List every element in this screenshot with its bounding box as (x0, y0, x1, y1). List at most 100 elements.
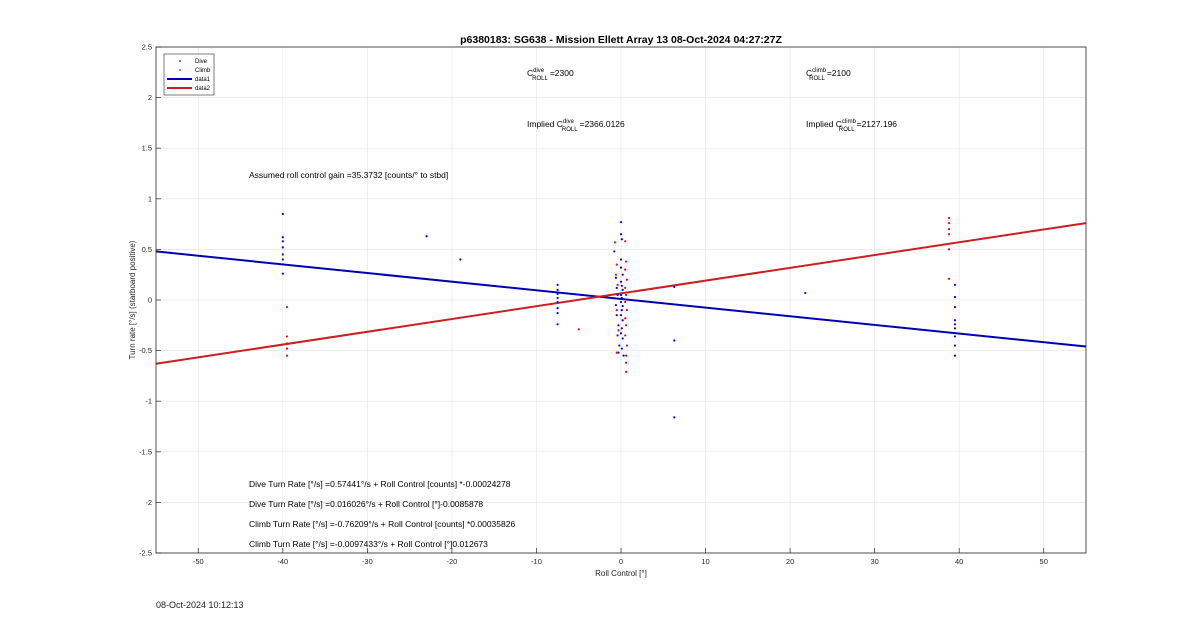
point-dive (281, 212, 284, 216)
x-tick-label: 10 (701, 557, 709, 566)
point-climb (947, 277, 951, 280)
point-dive (619, 332, 623, 335)
y-tick-label: -1 (145, 397, 152, 406)
point-dive (804, 291, 807, 295)
point-dive (556, 288, 559, 291)
point-climb (624, 293, 628, 297)
x-tick-label: 30 (870, 557, 878, 566)
point-climb (285, 347, 289, 350)
y-tick-label: -2.5 (139, 549, 152, 558)
roll-gain-annotation: Assumed roll control gain =35.3732 [coun… (249, 170, 448, 180)
point-climb (947, 216, 951, 220)
implied-c-roll-climb-annotation: Implied Cclimb ROLL=2127.196 (806, 119, 897, 133)
point-climb (624, 361, 628, 364)
point-dive (614, 303, 618, 307)
point-climb (285, 305, 289, 309)
point-climb (614, 273, 618, 276)
point-climb (624, 324, 628, 327)
point-dive (953, 305, 957, 309)
point-dive (556, 283, 559, 286)
y-tick-label: 1 (148, 194, 152, 203)
legend: Dive Climb data1 data2 (163, 53, 215, 96)
point-dive (281, 253, 284, 256)
point-dive (621, 304, 624, 308)
point-dive (619, 314, 623, 317)
point-dive (620, 284, 623, 287)
point-climb (285, 335, 289, 338)
point-dive (281, 258, 284, 261)
y-tick-label: -0.5 (139, 346, 152, 355)
point-dive (613, 250, 616, 253)
y-tick-label: -1.5 (139, 447, 152, 456)
point-dive (620, 347, 623, 350)
point-dive (621, 273, 624, 276)
point-dive (619, 293, 623, 297)
x-tick-label: -50 (193, 557, 204, 566)
point-dive (615, 314, 618, 317)
point-dive (620, 296, 623, 300)
x-tick-label: -20 (446, 557, 457, 566)
point-dive (621, 319, 624, 322)
point-climb (624, 354, 628, 357)
y-tick-label: 0 (148, 296, 152, 305)
fit-line-data1 (155, 250, 1087, 348)
point-dive (953, 354, 957, 357)
c-roll-climb-annotation: Cclimb ROLL=2100 (806, 68, 851, 82)
point-dive (618, 344, 621, 347)
y-tick-label: 1.5 (142, 144, 152, 153)
point-dive (619, 220, 623, 224)
annotations: Cdive ROLL=2300 Cclimb ROLL=2100 Implied C… (249, 68, 897, 549)
legend-marker-climb (179, 69, 181, 71)
point-dive (281, 272, 284, 275)
point-dive (619, 300, 623, 304)
point-dive (622, 354, 625, 357)
point-dive (619, 280, 623, 283)
c-roll-dive-annotation: Cdive ROLL=2300 (527, 68, 574, 82)
y-tick-label: -2 (145, 498, 152, 507)
point-dive (556, 292, 559, 296)
point-climb (624, 334, 627, 337)
y-axis-label: Turn rate [°/s] (starboard positive) (128, 240, 137, 359)
point-dive (425, 235, 428, 238)
chart-title: p6380183: SG638 - Mission Ellett Array 1… (460, 34, 782, 46)
point-climb (285, 342, 289, 345)
point-climb (624, 268, 627, 271)
point-climb (615, 309, 618, 312)
point-dive (619, 266, 623, 269)
point-climb (624, 286, 627, 289)
point-climb (624, 300, 627, 304)
point-dive (619, 258, 623, 261)
point-dive (621, 288, 624, 291)
point-climb (617, 329, 620, 332)
point-dive (617, 351, 620, 354)
x-tick-label: -30 (362, 557, 373, 566)
point-climb (615, 351, 618, 354)
point-dive (616, 293, 619, 297)
y-tick-label: 2.5 (142, 43, 152, 52)
point-dive (673, 416, 676, 419)
point-dive (614, 276, 618, 279)
point-climb (625, 344, 629, 347)
y-tick-label: 2 (148, 93, 152, 102)
point-dive (556, 312, 559, 315)
point-climb (624, 240, 627, 243)
y-tick-label: 0.5 (142, 245, 152, 254)
point-dive (621, 337, 624, 340)
dive-degrees-equation: Dive Turn Rate [°/s] =0.016026°/s + Roll… (249, 499, 483, 509)
climb-counts-equation: Climb Turn Rate [°/s] =-0.76209°/s + Rol… (249, 519, 515, 529)
x-tick-label: 0 (619, 557, 623, 566)
point-dive (673, 285, 676, 288)
point-climb (615, 263, 618, 266)
point-climb (947, 233, 951, 236)
fit-line-data2 (155, 222, 1087, 365)
point-dive (620, 238, 623, 241)
x-tick-label: 40 (955, 557, 963, 566)
point-dive (620, 327, 623, 330)
dive-counts-equation: Dive Turn Rate [°/s] =0.57441°/s + Roll … (249, 479, 511, 489)
point-dive (953, 319, 957, 322)
point-dive (556, 323, 559, 326)
point-climb (624, 260, 628, 263)
point-dive (953, 323, 957, 326)
legend-label-climb: Climb (195, 68, 211, 74)
